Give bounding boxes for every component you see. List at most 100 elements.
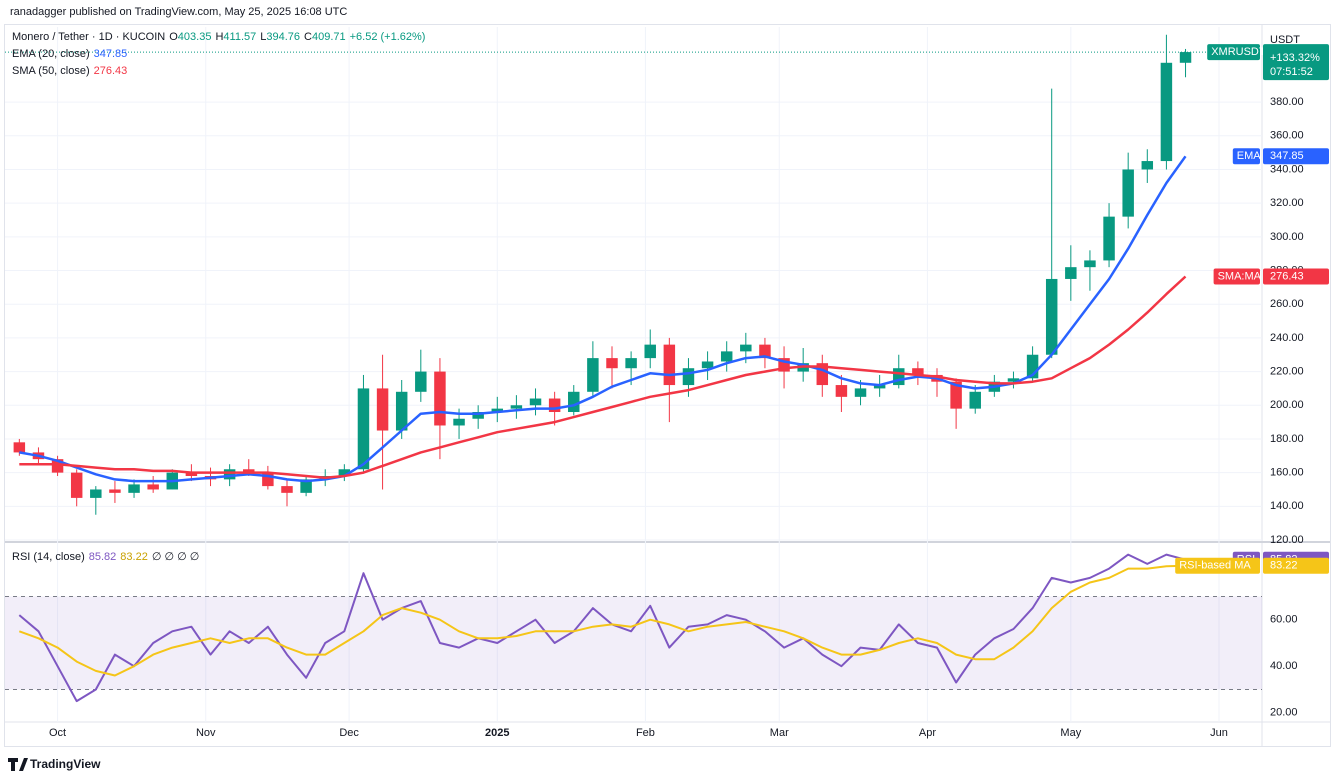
- series-tag-label: RSI-based MA: [1179, 560, 1251, 572]
- ohlc-label: O: [169, 31, 178, 43]
- symbol-tag: [1207, 44, 1260, 61]
- candle-body: [568, 391, 580, 413]
- candle-body: [893, 368, 905, 386]
- series-line: [19, 275, 1187, 479]
- y-tick-label: 20.00: [1270, 707, 1298, 719]
- candle-body: [1007, 378, 1020, 382]
- x-tick-label: 2025: [485, 727, 509, 739]
- candle-body: [109, 489, 121, 493]
- price-tag: [1263, 44, 1329, 81]
- y-tick-label: 300.00: [1270, 231, 1304, 243]
- candle-body: [759, 344, 771, 359]
- legend-name: RSI (14, close): [12, 551, 85, 563]
- candle-body: [472, 412, 484, 419]
- candle-body: [338, 469, 351, 477]
- ohlc-value: 411.57: [223, 31, 257, 43]
- candle-body: [701, 361, 714, 369]
- y-tick-label: 160.00: [1270, 467, 1304, 479]
- y-tick-label: 60.00: [1270, 614, 1298, 626]
- axis-value-tag: [1263, 557, 1329, 574]
- symbol-legend: Monero / Tether · 1D · KUCOIN O403.35 H411…: [12, 31, 429, 43]
- candle-body: [510, 405, 523, 409]
- series-line: [18, 564, 1186, 677]
- x-tick-label: Feb: [636, 727, 655, 739]
- candle-body: [434, 371, 446, 426]
- ohlc-value: 403.35: [177, 31, 212, 43]
- candle-body: [376, 388, 389, 431]
- y-tick-label: 340.00: [1270, 163, 1304, 175]
- ohlc-label: L: [260, 31, 267, 43]
- candle-body: [873, 385, 886, 389]
- candle-body: [644, 344, 656, 359]
- axis-value-label: 347.85: [1270, 150, 1304, 162]
- candle-body: [912, 368, 924, 375]
- legend-value: 347.85: [93, 48, 128, 60]
- legend-extra: ∅ ∅ ∅ ∅: [151, 551, 200, 563]
- candle-body: [1103, 216, 1115, 261]
- candle-body: [300, 479, 312, 493]
- publisher: ranadagger published on TradingView.com,…: [10, 6, 347, 18]
- x-tick-label: Dec: [339, 727, 359, 739]
- currency: USDT: [1270, 34, 1300, 46]
- series-tag-label: EMA: [1237, 150, 1262, 162]
- candle-body: [835, 385, 848, 397]
- x-tick-label: Apr: [919, 727, 936, 739]
- candle-body: [778, 358, 790, 372]
- axis-value-label: 276.43: [1270, 270, 1304, 282]
- y-tick-label: 200.00: [1270, 399, 1304, 411]
- candle-body: [70, 472, 83, 498]
- candle-body: [1141, 161, 1154, 170]
- change: +6.52 (+1.62%): [349, 31, 426, 43]
- candle-body: [281, 486, 293, 493]
- candle-body: [1026, 354, 1039, 379]
- candle-body: [262, 472, 274, 487]
- y-tick-label: 180.00: [1270, 433, 1304, 445]
- legend-value: 276.43: [93, 65, 128, 77]
- frame: [4, 24, 1331, 747]
- candle-body: [357, 388, 370, 470]
- candle-body: [606, 358, 618, 369]
- candle-body: [223, 469, 236, 480]
- candle-body: [663, 344, 676, 386]
- y-tick-label: 360.00: [1270, 130, 1304, 142]
- axis-value-tag: [1263, 268, 1329, 285]
- series-line: [18, 553, 1186, 703]
- candle-body: [128, 484, 140, 493]
- symbol-tag-label: XMRUSDT: [1211, 46, 1266, 58]
- candle-body: [185, 472, 198, 477]
- candle-body: [90, 489, 102, 498]
- series-line: [19, 155, 1187, 483]
- candle-body: [950, 381, 962, 409]
- price-tag-line: 07:51:52: [1270, 66, 1313, 78]
- footer-text: TradingView: [30, 757, 101, 771]
- y-tick-label: 220.00: [1270, 365, 1304, 377]
- candle-body: [529, 398, 542, 406]
- logo: [8, 758, 28, 771]
- candle-body: [720, 351, 733, 362]
- axis-value-label: 83.22: [1270, 560, 1298, 572]
- candle-body: [415, 371, 427, 392]
- legend-value: 83.22: [120, 551, 148, 563]
- x-tick-label: May: [1060, 727, 1081, 739]
- series-tag: [1232, 148, 1260, 165]
- y-tick-label: 380.00: [1270, 96, 1304, 108]
- candle-body: [625, 358, 637, 369]
- candle-body: [51, 459, 64, 473]
- x-tick-label: Jun: [1210, 727, 1228, 739]
- candle-body: [1065, 267, 1077, 279]
- y-tick-label: 240.00: [1270, 332, 1304, 344]
- legend-name: EMA (20, close): [12, 48, 90, 60]
- sma-legend: SMA (50, close) 276.43: [12, 65, 131, 77]
- candle-body: [587, 358, 599, 392]
- y-tick-label: 120.00: [1270, 534, 1304, 546]
- ema-legend: EMA (20, close) 347.85: [12, 48, 131, 60]
- price-tag-line: +133.32%: [1270, 52, 1320, 64]
- ohlc-value: 409.71: [311, 31, 346, 43]
- legend-value: 85.82: [88, 551, 117, 563]
- rsi-band: [5, 596, 1262, 690]
- candle-body: [1122, 169, 1134, 217]
- series-tag-label: SMA:MA: [1218, 270, 1262, 282]
- y-tick-label: 40.00: [1270, 660, 1298, 672]
